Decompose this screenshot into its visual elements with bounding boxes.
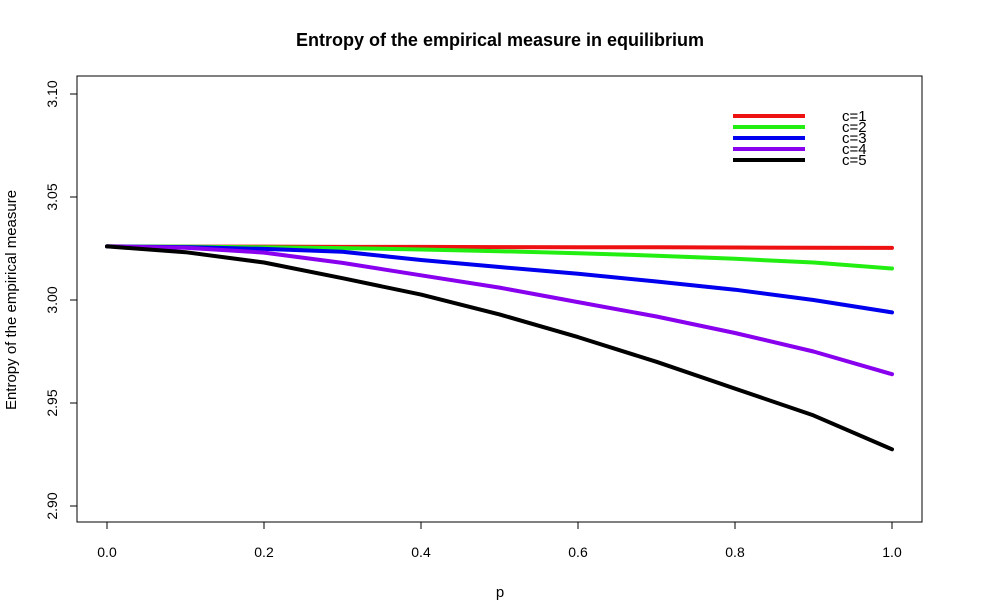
x-tick-label: 0.6 (568, 544, 588, 560)
legend-label: c=2 (842, 119, 867, 136)
x-tick-label: 0.4 (411, 544, 431, 560)
chart-title: Entropy of the empirical measure in equi… (296, 30, 704, 50)
legend-label: c=3 (842, 130, 867, 147)
x-tick-label: 0.0 (97, 544, 117, 560)
y-tick-label: 2.90 (44, 492, 60, 519)
series-line-c-3 (105, 244, 894, 315)
legend-label: c=1 (842, 108, 867, 125)
y-tick-label: 3.10 (44, 80, 60, 107)
x-axis: 0.0 0.2 0.4 0.6 0.8 1.0 (97, 521, 902, 560)
legend-label: c=4 (842, 141, 867, 158)
x-axis-label: p (496, 584, 504, 600)
series-line-c-5 (105, 244, 894, 452)
y-tick-label: 3.00 (44, 286, 60, 313)
x-tick-label: 1.0 (882, 544, 902, 560)
legend-label: c=5 (842, 152, 867, 169)
x-tick-label: 0.2 (254, 544, 274, 560)
y-tick-label: 3.05 (44, 183, 60, 210)
y-axis: 2.90 2.95 3.00 3.05 3.10 (44, 80, 78, 520)
series-line-c-4 (105, 244, 894, 377)
x-tick-label: 0.8 (725, 544, 745, 560)
y-tick-label: 2.95 (44, 389, 60, 416)
legend: c=1c=2c=3c=4c=5 (733, 108, 867, 169)
series-layer (105, 244, 894, 452)
y-axis-label: Entropy of the empirical measure (3, 190, 20, 410)
